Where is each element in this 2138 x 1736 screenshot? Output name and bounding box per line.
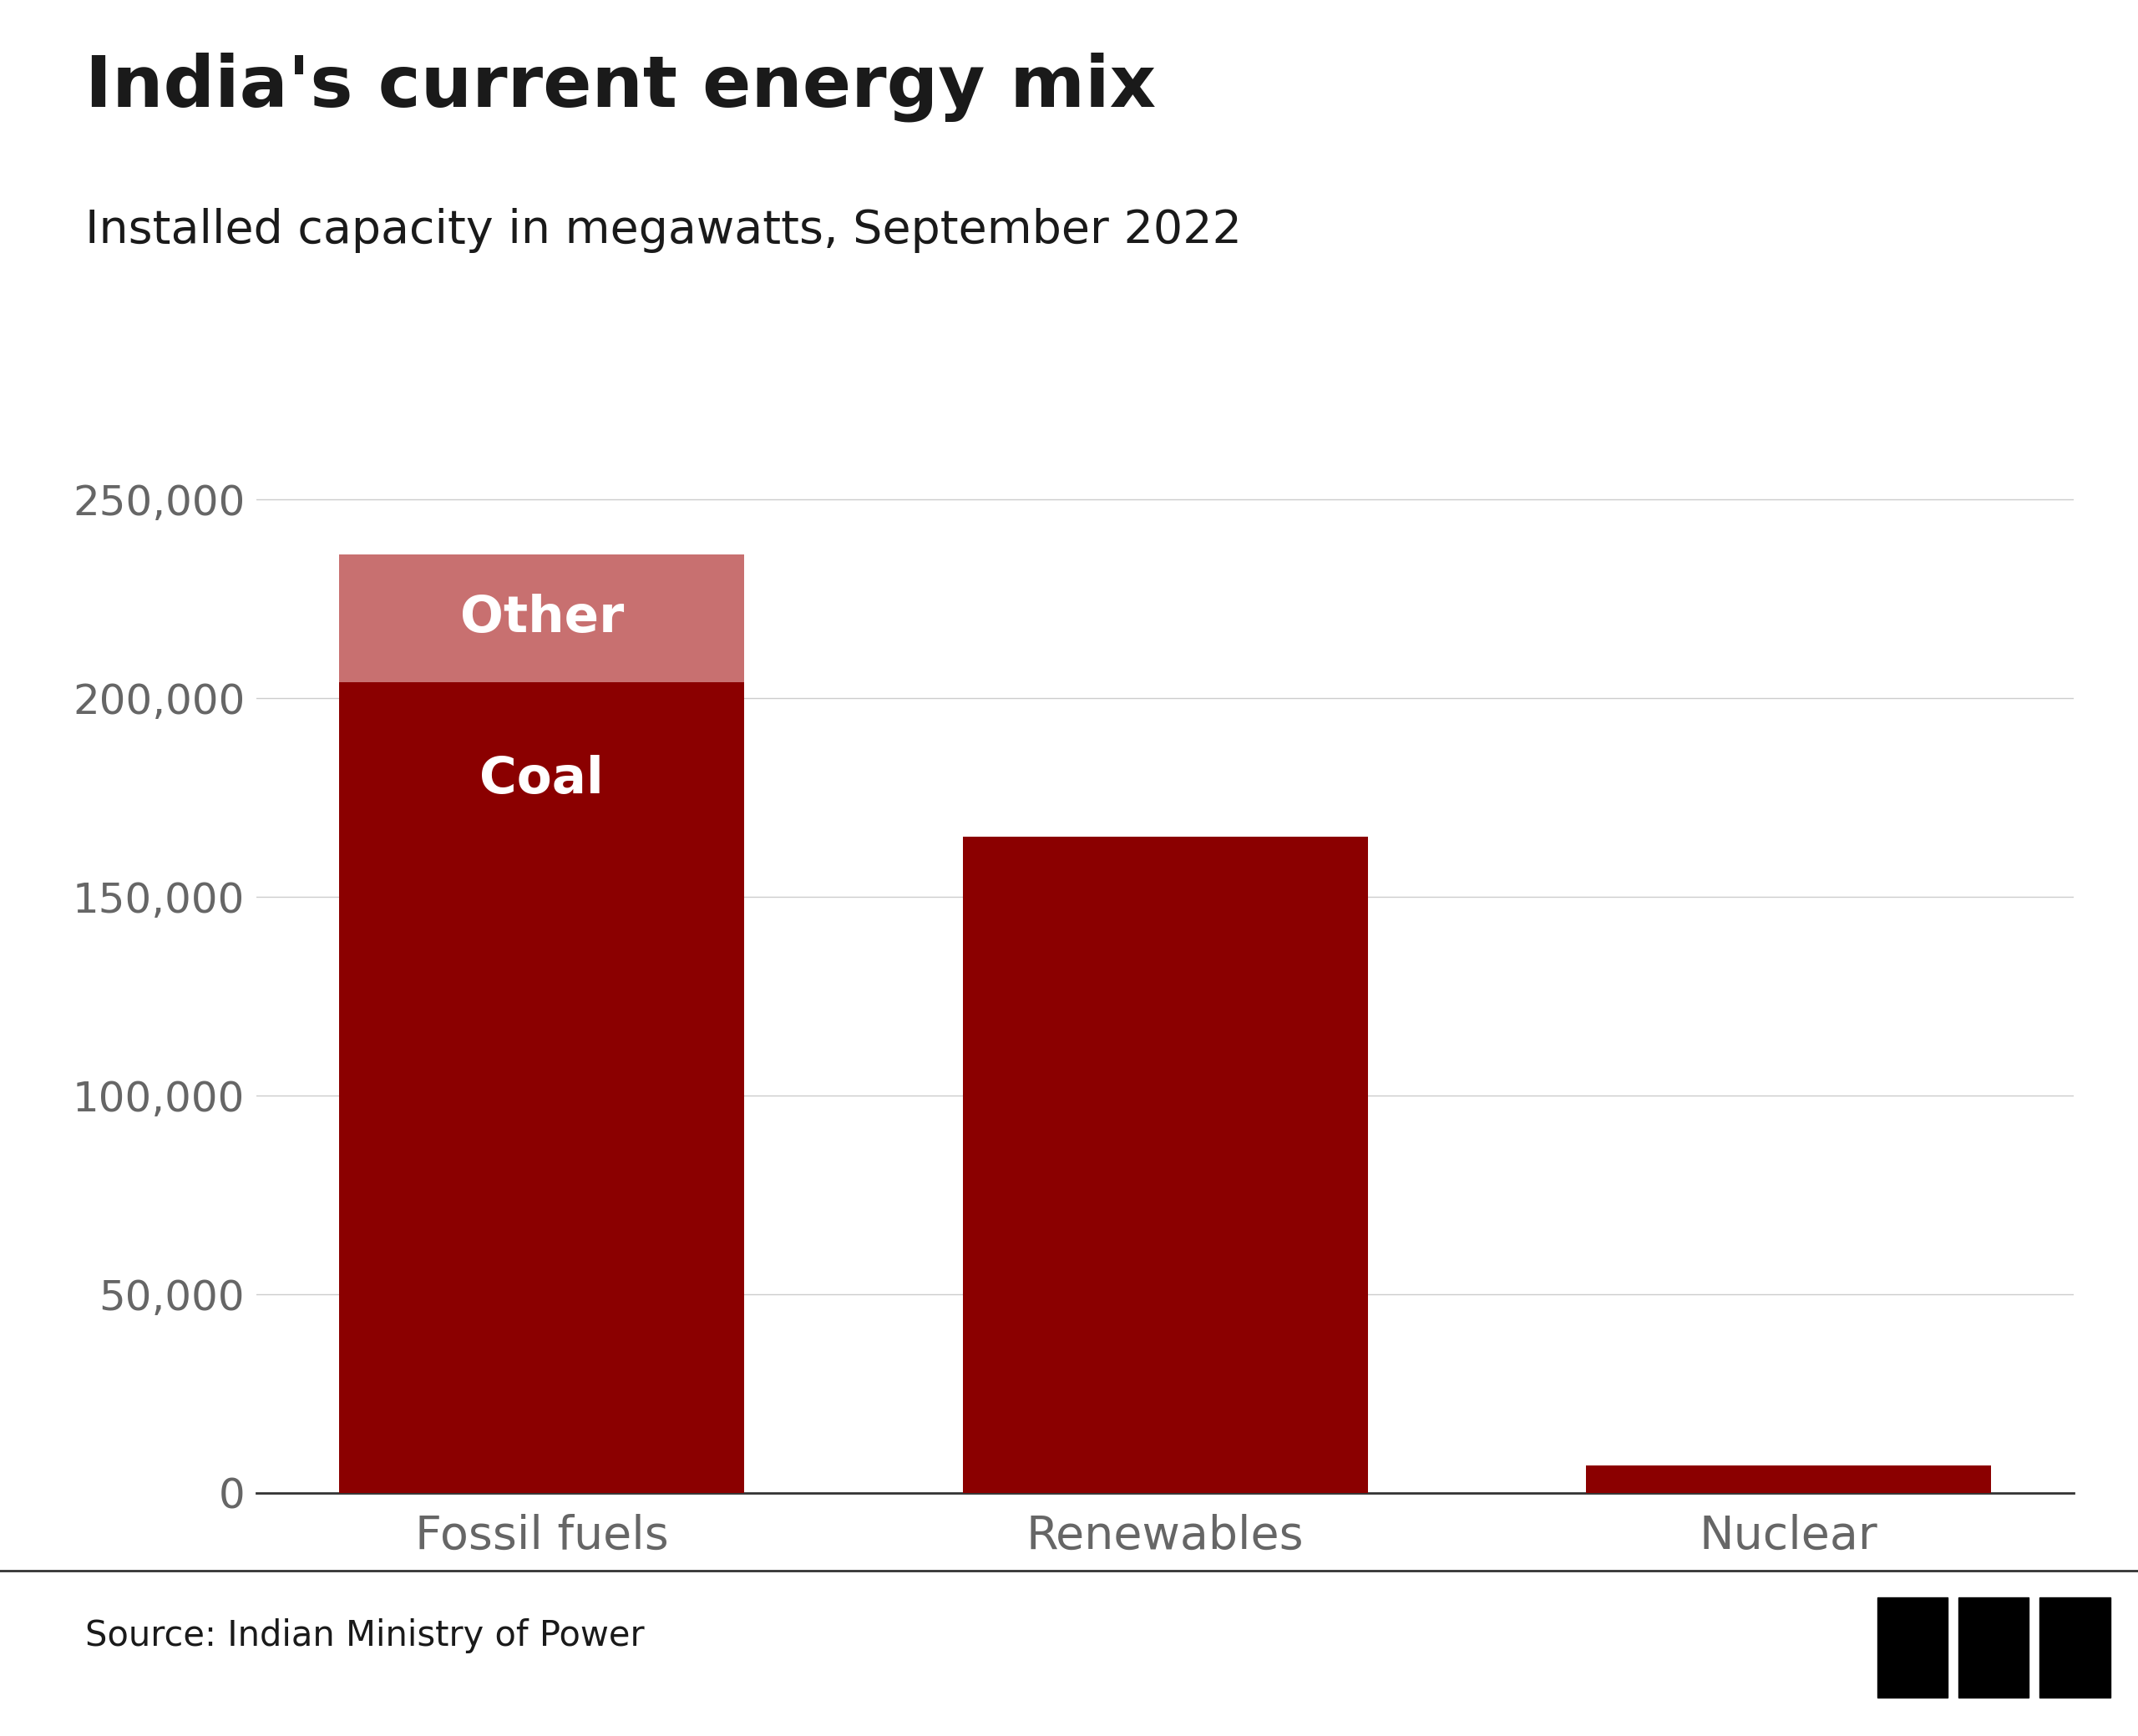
Bar	[1586, 1465, 1990, 1493]
Bar	[962, 837, 1368, 1493]
Text: B: B	[1899, 1630, 1926, 1665]
Text: Other: Other	[460, 594, 624, 642]
Text: India's current energy mix: India's current energy mix	[86, 52, 1157, 122]
Text: Coal: Coal	[479, 755, 603, 804]
Text: Source: Indian Ministry of Power: Source: Indian Ministry of Power	[86, 1618, 646, 1653]
Text: Installed capacity in megawatts, September 2022: Installed capacity in megawatts, Septemb…	[86, 208, 1242, 253]
Text: C: C	[2061, 1630, 2089, 1665]
Text: B: B	[1980, 1630, 2008, 1665]
Bar	[340, 682, 744, 1493]
Bar	[340, 556, 744, 682]
